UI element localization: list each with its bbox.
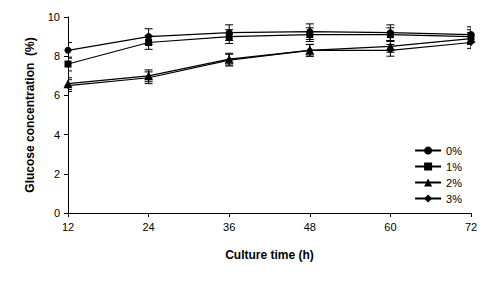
svg-text:Glucose concentration (%): Glucose concentration (%) bbox=[23, 37, 37, 192]
svg-text:48: 48 bbox=[304, 221, 316, 233]
svg-text:60: 60 bbox=[384, 221, 396, 233]
svg-text:2: 2 bbox=[54, 168, 60, 180]
svg-text:0: 0 bbox=[54, 207, 60, 219]
svg-text:12: 12 bbox=[62, 221, 74, 233]
svg-text:4: 4 bbox=[54, 129, 60, 141]
svg-text:72: 72 bbox=[465, 221, 477, 233]
svg-text:1%: 1% bbox=[446, 161, 462, 173]
svg-text:10: 10 bbox=[48, 11, 60, 23]
svg-text:3%: 3% bbox=[446, 193, 462, 205]
svg-text:0%: 0% bbox=[446, 145, 462, 157]
svg-text:36: 36 bbox=[223, 221, 235, 233]
svg-text:6: 6 bbox=[54, 89, 60, 101]
svg-text:24: 24 bbox=[142, 221, 154, 233]
svg-text:8: 8 bbox=[54, 50, 60, 62]
svg-text:Culture time (h): Culture time (h) bbox=[225, 248, 314, 262]
svg-text:2%: 2% bbox=[446, 177, 462, 189]
